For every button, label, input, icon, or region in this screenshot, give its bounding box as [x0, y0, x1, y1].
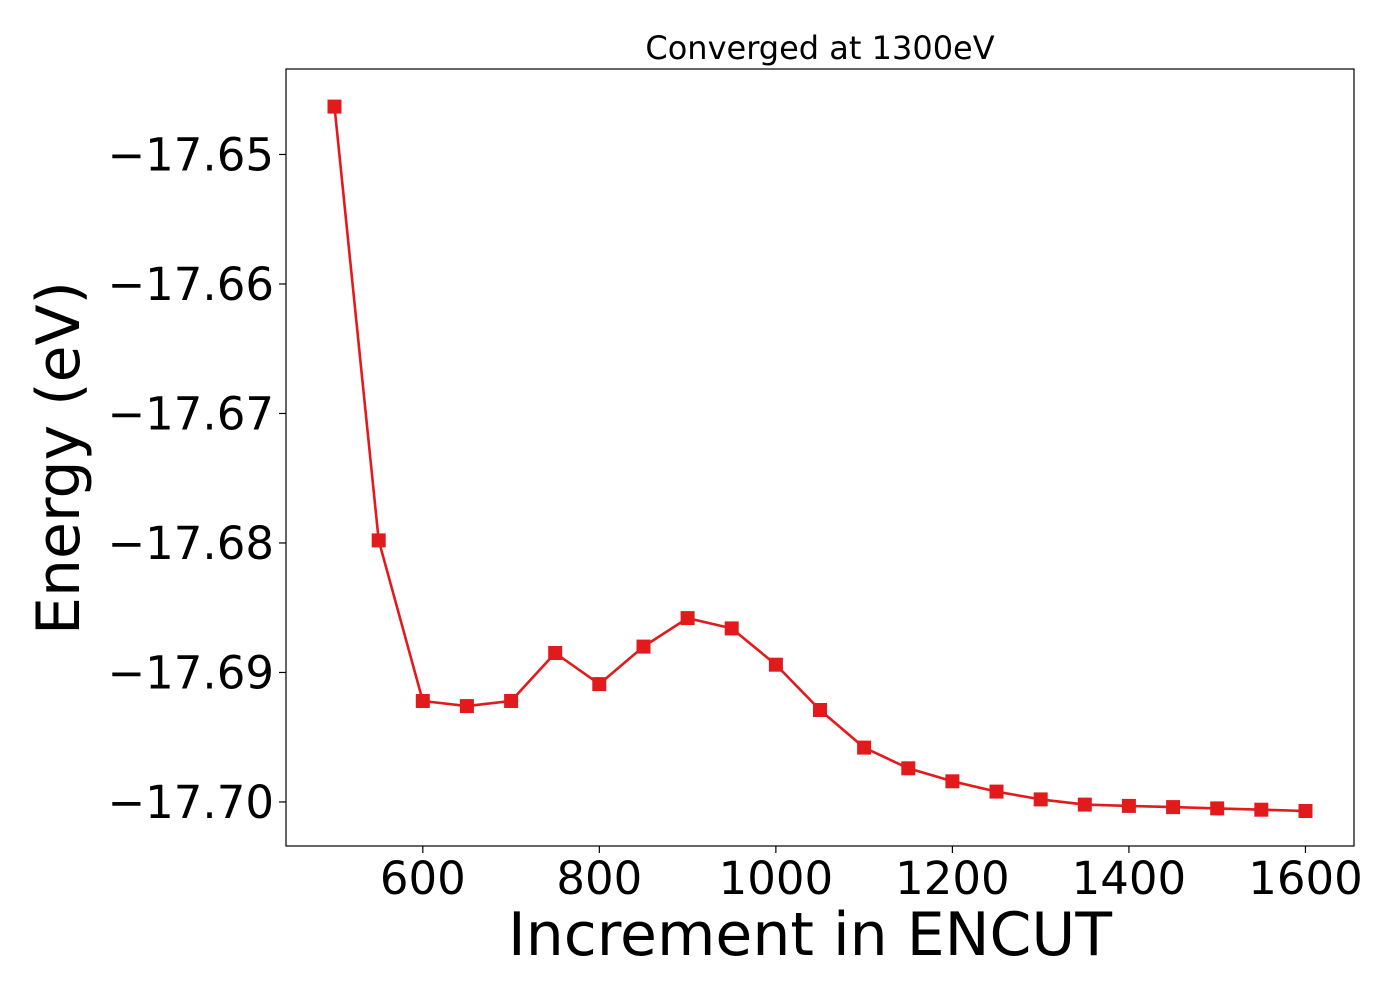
data-point [857, 740, 872, 755]
y-tick-label: −17.68 [107, 517, 274, 570]
data-point [813, 703, 827, 717]
plot-area-frame [285, 68, 1355, 847]
data-point [768, 657, 783, 672]
data-point [1121, 798, 1136, 813]
data-point [636, 639, 651, 654]
data-point [459, 699, 474, 714]
y-axis-ticks: −17.65 −17.66 −17.67 −17.68 −17.69 −17.70 [107, 128, 286, 829]
x-tick-label: 1000 [719, 852, 834, 905]
chart-title: Converged at 1300eV [645, 29, 994, 67]
y-tick-label: −17.65 [107, 128, 274, 181]
data-point [1166, 800, 1181, 815]
data-point [945, 774, 960, 789]
data-point [415, 694, 430, 708]
data-point [989, 784, 1004, 799]
data-point [901, 761, 916, 776]
x-axis-ticks: 600 800 1000 1200 1400 1600 [380, 846, 1363, 905]
series-layer [327, 99, 1313, 818]
data-point [1033, 792, 1048, 807]
data-point [1254, 802, 1269, 817]
data-point [1210, 801, 1225, 816]
data-point [680, 611, 695, 626]
y-tick-label: −17.69 [107, 646, 274, 699]
x-tick-label: 1400 [1072, 852, 1187, 905]
data-point [592, 677, 607, 692]
data-point [724, 621, 739, 636]
y-tick-label: −17.70 [107, 776, 274, 829]
data-point [327, 99, 342, 114]
x-tick-label: 1200 [895, 852, 1010, 905]
data-point [1298, 804, 1313, 818]
x-tick-label: 1600 [1248, 852, 1363, 905]
y-axis-label: Energy (eV) [24, 281, 94, 635]
data-point [504, 694, 519, 708]
data-point [548, 646, 563, 660]
y-tick-label: −17.66 [107, 258, 274, 311]
y-tick-label: −17.67 [107, 387, 274, 440]
x-axis-label: Increment in ENCUT [508, 900, 1112, 970]
x-tick-label: 800 [556, 852, 642, 905]
data-point [371, 533, 386, 548]
data-point [1077, 797, 1092, 812]
x-tick-label: 600 [380, 852, 466, 905]
